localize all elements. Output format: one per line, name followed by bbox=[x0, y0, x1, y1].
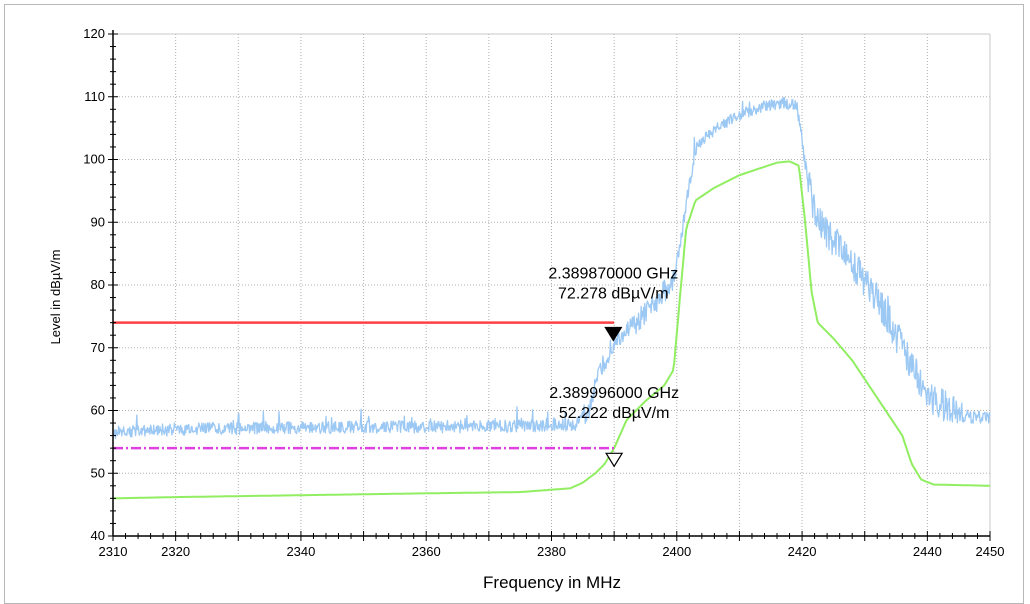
y-tick-label: 40 bbox=[91, 528, 105, 543]
marker-triangle-2 bbox=[605, 452, 624, 468]
x-tick-label: 2420 bbox=[788, 544, 817, 559]
marker-1-frequency: 2.389870000 GHz bbox=[548, 266, 678, 283]
x-tick-label: 2440 bbox=[913, 544, 942, 559]
x-tick-label: 2380 bbox=[537, 544, 566, 559]
series-line-0 bbox=[112, 96, 991, 439]
x-tick-label: 2450 bbox=[976, 544, 1005, 559]
axes: 40 50 60 70 80 90 100 110 120 2310 2320 2340 2360 238… bbox=[83, 26, 1004, 559]
x-tick-label: 2340 bbox=[286, 544, 315, 559]
markers: 2.389870000 GHz 72.278 dBµV/m 2.389996000 … bbox=[548, 266, 679, 468]
limit-lines bbox=[113, 321, 615, 450]
series-layer bbox=[112, 96, 991, 500]
marker-triangle-1 bbox=[604, 326, 623, 342]
y-tick-label: 100 bbox=[83, 152, 105, 167]
y-tick-label: 50 bbox=[91, 465, 105, 480]
y-axis-label: Level in dBµV/m bbox=[48, 250, 63, 345]
y-tick-label: 90 bbox=[91, 214, 105, 229]
x-axis-label: Frequency in MHz bbox=[483, 573, 621, 592]
marker-2-frequency: 2.389996000 GHz bbox=[549, 385, 679, 402]
y-tick-label: 110 bbox=[84, 89, 105, 104]
y-tick-label: 60 bbox=[91, 403, 105, 418]
x-tick-label: 2320 bbox=[161, 544, 190, 559]
marker-2-level: 52.222 dBµV/m bbox=[559, 405, 670, 422]
x-tick-label: 2400 bbox=[662, 544, 691, 559]
marker-1-level: 72.278 dBµV/m bbox=[558, 286, 669, 303]
chart-frame bbox=[4, 4, 1024, 604]
series-line-1 bbox=[112, 160, 990, 500]
x-tick-label: 2360 bbox=[412, 544, 441, 559]
grid bbox=[113, 33, 991, 536]
y-tick-label: 120 bbox=[83, 26, 105, 41]
y-tick-label: 80 bbox=[91, 277, 105, 292]
x-tick-label: 2310 bbox=[99, 544, 128, 559]
y-tick-label: 70 bbox=[91, 340, 105, 355]
